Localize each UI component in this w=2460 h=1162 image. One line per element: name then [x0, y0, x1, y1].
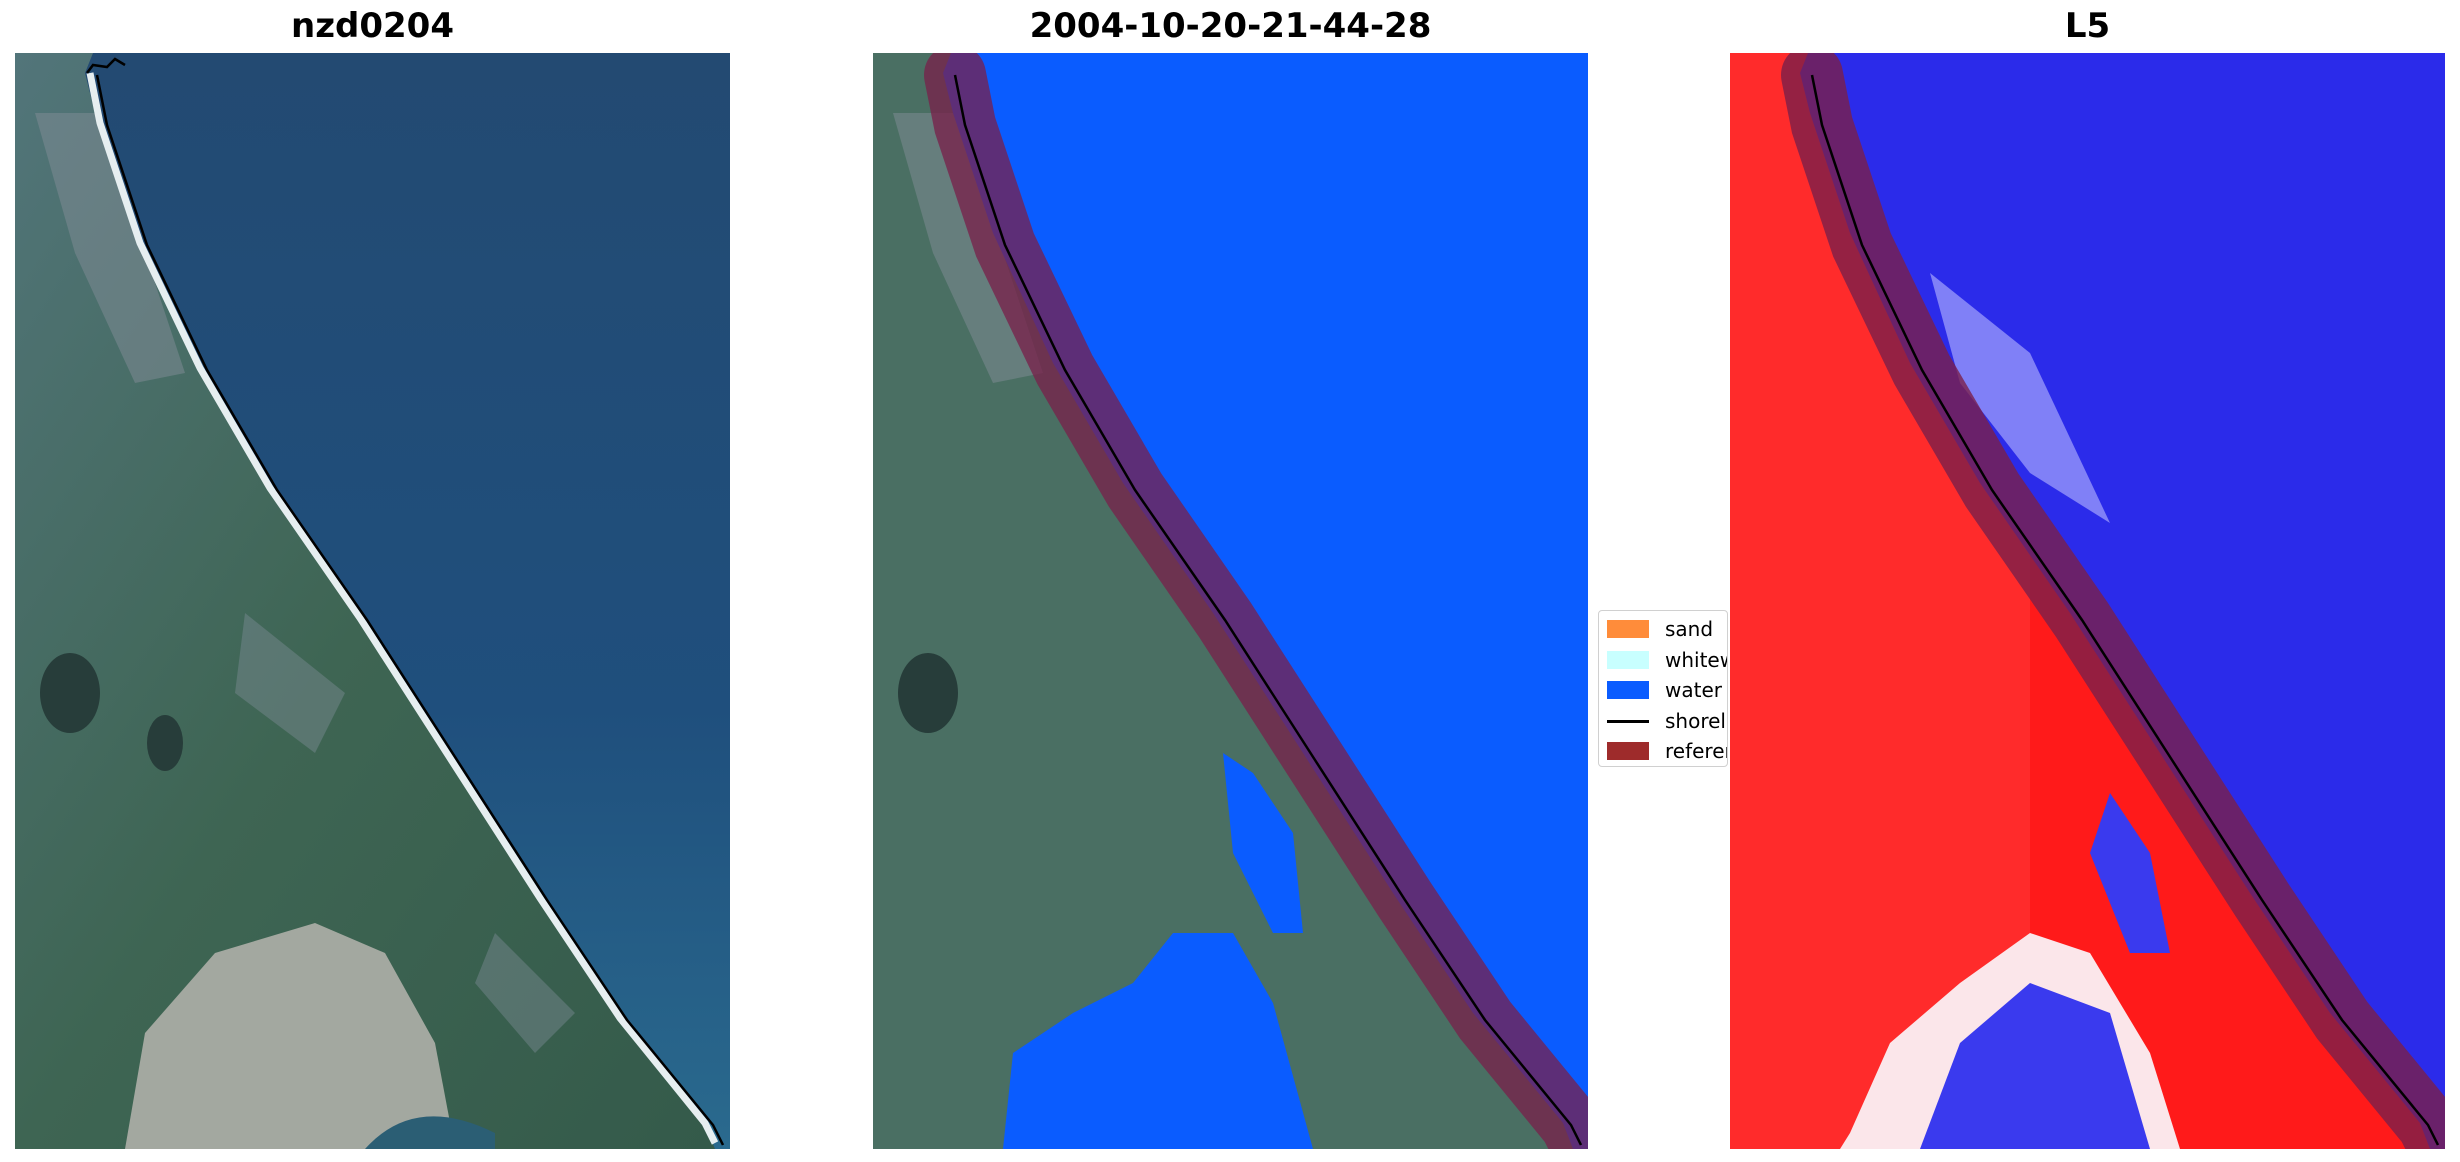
water-class — [1003, 933, 1313, 1149]
legend-label: reference shoreline buffer — [1665, 739, 1727, 763]
legend-label: shoreline — [1665, 709, 1727, 733]
index-image — [1730, 53, 2445, 1149]
estuary-channel — [365, 1116, 495, 1149]
legend-label: water — [1665, 678, 1722, 702]
lake — [147, 715, 183, 771]
panel-title-classification: 2004-10-20-21-44-28 — [1029, 6, 1432, 46]
water-index — [1920, 983, 2150, 1149]
town-area — [475, 933, 575, 1053]
shoreline — [86, 57, 126, 74]
water-index — [2090, 793, 2170, 953]
water-class — [943, 53, 1588, 1149]
classification-image — [873, 53, 1588, 1149]
lake — [898, 653, 958, 733]
legend-line — [1607, 719, 1649, 723]
legend-swatch — [1607, 620, 1649, 638]
legend-item-shoreline: shoreline — [1607, 709, 1727, 733]
water-class — [1223, 753, 1303, 933]
legend-label: sand — [1665, 617, 1714, 641]
rgb-image — [15, 53, 730, 1149]
legend-swatch — [1607, 742, 1649, 760]
classification-panel — [873, 53, 1588, 1149]
legend-swatch — [1607, 681, 1649, 699]
legend-item-water: water — [1607, 678, 1722, 702]
panel-title-index: L5 — [2064, 6, 2111, 46]
legend-item-sand: sand — [1607, 617, 1713, 641]
rgb-image-panel — [15, 53, 730, 1149]
town-area — [235, 613, 345, 753]
shoreline — [95, 74, 725, 1146]
town-area — [35, 113, 185, 383]
shoreline — [1810, 74, 2440, 1146]
panel-title-rgb: nzd0204 — [291, 6, 454, 46]
legend-swatch — [1607, 651, 1649, 669]
beach-strip — [86, 72, 719, 1145]
index-panel — [1730, 53, 2445, 1149]
ocean-area — [85, 53, 730, 1149]
transition-zone — [1930, 273, 2110, 523]
shoreline — [953, 74, 1583, 1146]
lake — [40, 653, 100, 733]
tidal-flat — [125, 923, 455, 1149]
legend-item-reference-buffer: reference shoreline buffer — [1607, 739, 1727, 763]
